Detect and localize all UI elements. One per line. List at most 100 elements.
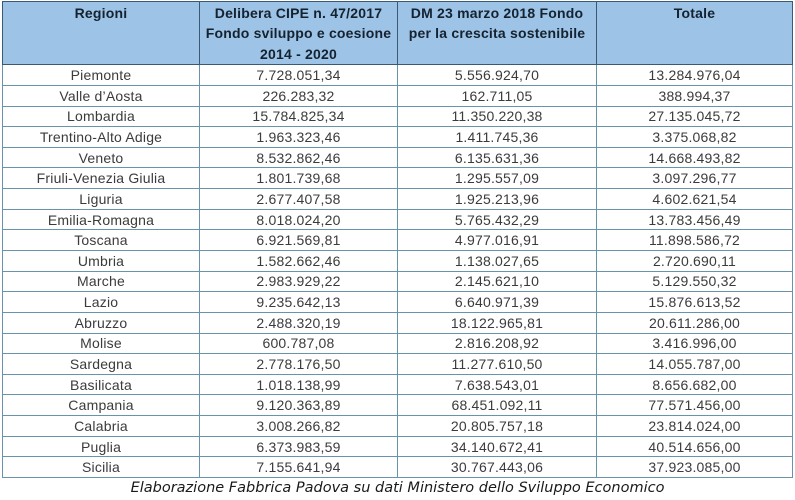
value-cell: 1.138.027,65 (397, 249, 597, 272)
region-cell: Emilia-Romagna (2, 208, 200, 231)
column-header-2: DM 23 marzo 2018 Fondo per la crescita so… (397, 0, 597, 66)
value-cell: 226.283,32 (199, 84, 398, 107)
value-cell: 2.488.320,19 (199, 311, 398, 334)
column-header-1-line: Fondo sviluppo e coesione (205, 25, 392, 42)
value-cell: 2.816.208,92 (397, 332, 597, 355)
value-cell: 2.983.929,22 (199, 270, 398, 293)
value-cell: 23.814.024,00 (596, 415, 793, 437)
region-cell: Molise (2, 332, 200, 355)
value-cell: 7.638.543,01 (397, 373, 597, 396)
table-row: Umbria 1.582.662,46 1.138.027,65 2.720.690,… (2, 249, 793, 272)
value-cell: 2.778.176,50 (199, 353, 398, 375)
value-cell: 14.055.787,00 (596, 353, 793, 375)
value-cell: 6.135.631,36 (397, 146, 597, 169)
value-cell: 34.140.672,41 (397, 435, 597, 458)
region-cell: Toscana (2, 229, 200, 251)
region-cell: Umbria (2, 249, 200, 272)
table-row: Trentino-Alto Adige 1.963.323,46 1.411.745… (2, 126, 793, 148)
region-cell: Liguria (2, 188, 200, 210)
value-cell: 388.994,37 (596, 84, 793, 107)
column-header-1-line: 2014 - 2020 (260, 45, 337, 62)
table-row: Veneto 8.532.862,46 6.135.631,36 14.668.493… (2, 146, 793, 169)
region-cell: Lazio (2, 291, 200, 313)
region-cell: Valle d’Aosta (2, 84, 200, 107)
column-header-1: Delibera CIPE n. 47/2017 Fondo sviluppo e… (199, 0, 398, 66)
value-cell: 162.711,05 (397, 84, 597, 107)
region-cell: Friuli-Venezia Giulia (2, 167, 200, 190)
value-cell: 40.514.656,00 (596, 435, 793, 458)
value-cell: 5.765.432,29 (397, 208, 597, 231)
value-cell: 77.571.456,00 (596, 394, 793, 417)
value-cell: 11.898.586,72 (596, 229, 793, 251)
value-cell: 30.767.443,06 (397, 456, 597, 479)
value-cell: 20.611.286,00 (596, 311, 793, 334)
table-row: Molise 600.787,08 2.816.208,92 3.416.996,00 (2, 332, 793, 355)
region-cell: Puglia (2, 435, 200, 458)
value-cell: 7.728.051,34 (199, 64, 398, 86)
region-cell: Trentino-Alto Adige (2, 126, 200, 148)
region-cell: Veneto (2, 146, 200, 169)
table-row: Sardegna 2.778.176,50 11.277.610,50 14.055.… (2, 353, 793, 375)
region-cell: Abruzzo (2, 311, 200, 334)
value-cell: 2.720.690,11 (596, 249, 793, 272)
value-cell: 37.923.085,00 (596, 456, 793, 479)
source-caption: Elaborazione Fabbrica Padova su dati Min… (130, 480, 665, 496)
value-cell: 15.784.825,34 (199, 105, 398, 128)
value-cell: 6.640.971,39 (397, 291, 597, 313)
value-cell: 1.801.739,68 (199, 167, 398, 190)
column-header-0: Regioni (2, 0, 200, 66)
value-cell: 9.120.363,89 (199, 394, 398, 417)
value-cell: 8.532.862,46 (199, 146, 398, 169)
table-row: Piemonte 7.728.051,34 5.556.924,70 13.284.9… (2, 64, 793, 86)
table-row: Calabria 3.008.266,82 20.805.757,18 23.814.… (2, 415, 793, 437)
regional-funds-table: Regioni Delibera CIPE n. 47/2017 Fondo svi… (2, 0, 793, 479)
region-cell: Lombardia (2, 105, 200, 128)
column-header-3-line: Totale (673, 5, 716, 21)
region-cell: Piemonte (2, 64, 200, 86)
table-header-row: Regioni Delibera CIPE n. 47/2017 Fondo svi… (2, 0, 793, 66)
value-cell: 7.155.641,94 (199, 456, 398, 479)
value-cell: 11.350.220,38 (397, 105, 597, 128)
value-cell: 5.556.924,70 (397, 64, 597, 86)
table-row: Friuli-Venezia Giulia 1.801.739,68 1.295.5… (2, 167, 793, 190)
region-cell: Sardegna (2, 353, 200, 375)
value-cell: 27.135.045,72 (596, 105, 793, 128)
value-cell: 6.373.983,59 (199, 435, 398, 458)
value-cell: 9.235.642,13 (199, 291, 398, 313)
region-cell: Sicilia (2, 456, 200, 479)
region-cell: Calabria (2, 415, 200, 437)
value-cell: 1.411.745,36 (397, 126, 597, 148)
table-row: Basilicata 1.018.138,99 7.638.543,01 8.656.… (2, 373, 793, 396)
value-cell: 5.129.550,32 (596, 270, 793, 293)
value-cell: 1.963.323,46 (199, 126, 398, 148)
table-row: Abruzzo 2.488.320,19 18.122.965,81 20.611.2… (2, 311, 793, 334)
value-cell: 8.656.682,00 (596, 373, 793, 396)
value-cell: 8.018.024,20 (199, 208, 398, 231)
column-header-1-line: Delibera CIPE n. 47/2017 (214, 5, 383, 21)
value-cell: 14.668.493,82 (596, 146, 793, 169)
value-cell: 4.602.621,54 (596, 188, 793, 210)
table-row: Toscana 6.921.569,81 4.977.016,91 11.898.58… (2, 229, 793, 251)
value-cell: 3.375.068,82 (596, 126, 793, 148)
region-cell: Basilicata (2, 373, 200, 396)
value-cell: 3.416.996,00 (596, 332, 793, 355)
table-row: Campania 9.120.363,89 68.451.092,11 77.571.… (2, 394, 793, 417)
value-cell: 11.277.610,50 (397, 353, 597, 375)
value-cell: 1.018.138,99 (199, 373, 398, 396)
table-row: Puglia 6.373.983,59 34.140.672,41 40.514.65… (2, 435, 793, 458)
value-cell: 68.451.092,11 (397, 394, 597, 417)
column-header-3: Totale (596, 0, 793, 66)
value-cell: 2.677.407,58 (199, 188, 398, 210)
table-row: Liguria 2.677.407,58 1.925.213,96 4.602.621… (2, 188, 793, 210)
value-cell: 18.122.965,81 (397, 311, 597, 334)
value-cell: 600.787,08 (199, 332, 398, 355)
table-row: Marche 2.983.929,22 2.145.621,10 5.129.550,… (2, 270, 793, 293)
value-cell: 3.008.266,82 (199, 415, 398, 437)
region-cell: Marche (2, 270, 200, 293)
value-cell: 2.145.621,10 (397, 270, 597, 293)
value-cell: 13.783.456,49 (596, 208, 793, 231)
value-cell: 13.284.976,04 (596, 64, 793, 86)
value-cell: 1.295.557,09 (397, 167, 597, 190)
value-cell: 6.921.569,81 (199, 229, 398, 251)
